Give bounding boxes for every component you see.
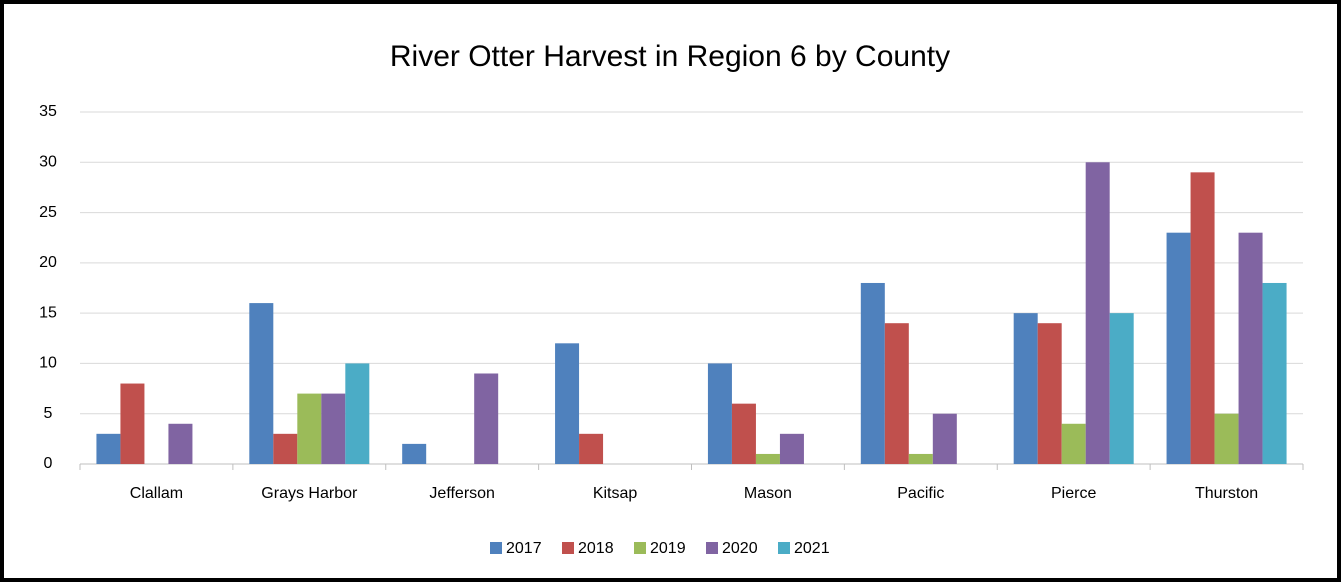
bar — [1109, 313, 1134, 464]
x-tick-label: Pierce — [1051, 485, 1096, 502]
chart-title: River Otter Harvest in Region 6 by Count… — [390, 40, 950, 73]
bar — [297, 393, 322, 464]
x-tick-label: Mason — [744, 485, 792, 502]
x-tick-label: Clallam — [130, 485, 183, 502]
bar — [120, 383, 145, 464]
legend-swatch — [706, 542, 718, 554]
bar — [402, 443, 427, 464]
y-tick-label: 20 — [39, 254, 57, 271]
legend-swatch — [490, 542, 502, 554]
bar — [96, 433, 121, 464]
bar — [1262, 282, 1287, 464]
legend-swatch — [562, 542, 574, 554]
bar — [755, 453, 780, 464]
x-tick-label: Pacific — [897, 485, 944, 502]
bar — [1238, 232, 1263, 464]
legend-swatch — [634, 542, 646, 554]
y-tick-label: 25 — [39, 204, 57, 221]
x-tick-label: Jefferson — [429, 485, 495, 502]
x-tick-label: Thurston — [1195, 485, 1258, 502]
y-tick-label: 0 — [44, 455, 53, 472]
bar — [884, 323, 909, 464]
legend-label: 2020 — [722, 540, 758, 557]
bar — [779, 433, 804, 464]
legend-label: 2018 — [578, 540, 614, 557]
bar — [1190, 172, 1215, 465]
legend-label: 2021 — [794, 540, 830, 557]
bar — [707, 363, 732, 464]
y-tick-label: 10 — [39, 355, 57, 372]
legend-swatch — [778, 542, 790, 554]
y-tick-label: 35 — [39, 103, 57, 120]
bar — [908, 453, 933, 464]
y-tick-label: 5 — [44, 405, 53, 422]
legend-label: 2019 — [650, 540, 686, 557]
bar — [555, 343, 580, 464]
bar — [932, 413, 957, 464]
bar — [474, 373, 499, 464]
bar — [273, 433, 298, 464]
bar — [1085, 162, 1110, 465]
bar — [345, 363, 370, 464]
bar — [1061, 423, 1086, 464]
bar — [579, 433, 604, 464]
bar — [249, 303, 274, 464]
x-tick-label: Grays Harbor — [261, 485, 358, 502]
x-tick-label: Kitsap — [593, 485, 638, 502]
bar — [731, 403, 756, 464]
bar — [168, 423, 193, 464]
bar — [860, 282, 885, 464]
y-tick-label: 15 — [39, 304, 57, 321]
legend-label: 2017 — [506, 540, 542, 557]
bar — [1037, 323, 1062, 464]
bar — [321, 393, 346, 464]
bar — [1166, 232, 1191, 464]
bar — [1214, 413, 1239, 464]
y-tick-label: 30 — [39, 154, 57, 171]
bar — [1013, 313, 1038, 464]
